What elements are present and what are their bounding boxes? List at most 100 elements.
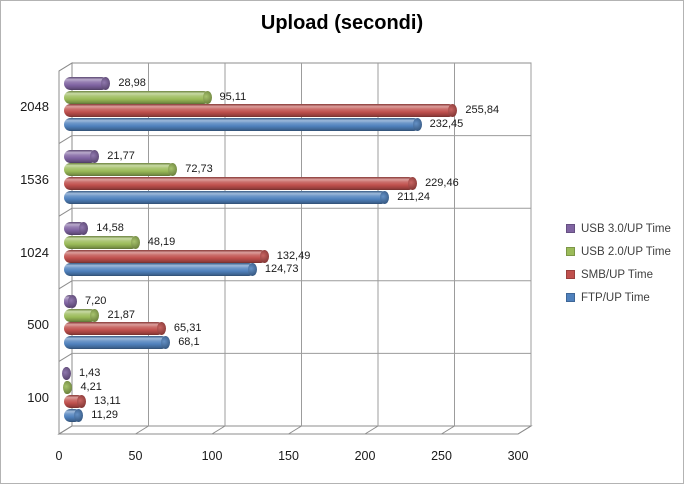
chart-title: Upload (secondi) — [260, 12, 424, 34]
x-tick-label-50: 50 — [128, 449, 143, 463]
bar-value-label: 232,45 — [429, 118, 464, 131]
bar-value-label: 28,98 — [118, 77, 146, 89]
bar-end-cap — [412, 118, 422, 132]
bar-value-label: 14,58 — [96, 222, 124, 235]
bar-end-cap — [408, 177, 418, 190]
category-label-2048: 2048 — [20, 99, 49, 115]
bar-value-label: 132,49 — [276, 249, 311, 262]
bar-value-label: 11,29 — [91, 408, 118, 421]
x-tick-label-100: 100 — [201, 449, 223, 463]
category-label-100: 100 — [27, 389, 49, 405]
legend-item-label: SMB/UP Time — [581, 268, 653, 281]
value-tick — [517, 425, 532, 435]
legend-swatch-icon — [566, 293, 575, 302]
bar-smb-up-time-500 — [64, 322, 166, 336]
category-tick — [58, 62, 73, 72]
bar-ftp-up-time-1024 — [64, 263, 257, 277]
bar-smb-up-time-1024 — [64, 249, 269, 263]
bar-usb-3-0-up-time-1024 — [64, 222, 89, 236]
value-tick — [364, 425, 379, 435]
value-tick — [58, 425, 73, 435]
legend-swatch-icon — [566, 270, 575, 279]
bar-value-label: 4,21 — [80, 381, 102, 394]
value-tick — [441, 425, 455, 435]
legend-item-ftp-up-time: FTP/UP Time — [566, 286, 671, 309]
category-tick — [58, 135, 73, 145]
bar-end-cap — [90, 308, 100, 322]
x-tick-label-250: 250 — [431, 449, 452, 463]
bar-value-label: 68,1 — [178, 335, 200, 348]
bar-value-label: 48,19 — [147, 235, 176, 248]
bar-end-cap — [259, 249, 269, 263]
bar-value-label: 1,43 — [79, 367, 101, 380]
bar-end-cap — [156, 322, 166, 336]
bar-end-cap — [202, 90, 212, 104]
category-label-500: 500 — [27, 317, 49, 333]
bar-end-cap — [77, 394, 87, 408]
legend-swatch-icon — [566, 224, 575, 233]
bar-value-label: 21,77 — [107, 149, 135, 162]
bar-end-cap — [448, 104, 458, 118]
bar-usb-3-0-up-time-100 — [62, 367, 71, 381]
bar-usb-3-0-up-time-1536 — [64, 149, 100, 163]
category-tick — [58, 207, 73, 217]
bar-end-cap — [90, 149, 100, 163]
bar-smb-up-time-100 — [64, 394, 87, 408]
bar-value-label: 229,46 — [425, 177, 459, 189]
bar-ftp-up-time-500 — [64, 335, 171, 349]
bar-end-cap — [161, 335, 171, 349]
bar-end-cap — [247, 263, 257, 277]
bar-usb-3-0-up-time-500 — [64, 294, 78, 308]
bar-end-cap — [74, 408, 84, 422]
bar-smb-up-time-2048 — [64, 104, 458, 118]
bar-end-cap — [63, 381, 73, 395]
bar-value-label: 21,87 — [107, 308, 135, 321]
bar-end-cap — [79, 222, 89, 236]
bar-end-cap — [168, 163, 178, 177]
x-tick-label-300: 300 — [507, 449, 529, 463]
bar-end-cap — [68, 294, 78, 308]
bar-usb-2-0-up-time-500 — [64, 308, 100, 322]
bar-end-cap — [130, 235, 140, 249]
x-tick-label-200: 200 — [354, 449, 376, 463]
bar-usb-2-0-up-time-1536 — [64, 163, 178, 177]
bar-value-label: 72,73 — [185, 163, 213, 176]
legend: USB 3.0/UP Time USB 2.0/UP Time SMB/UP Tim… — [566, 217, 671, 309]
legend-item-smb-up-time: SMB/UP Time — [566, 263, 671, 286]
bar-usb-2-0-up-time-1024 — [64, 235, 140, 249]
bar-ftp-up-time-100 — [64, 408, 84, 422]
legend-item-label: USB 3.0/UP Time — [581, 222, 671, 235]
bar-value-label: 124,73 — [264, 263, 299, 276]
bar-end-cap — [101, 77, 111, 90]
value-tick — [135, 425, 149, 435]
category-label-1536: 1536 — [20, 171, 49, 187]
bar-end-cap — [62, 367, 71, 381]
bar-usb-2-0-up-time-100 — [63, 381, 73, 395]
bar-smb-up-time-1536 — [64, 177, 418, 190]
bar-value-label: 255,84 — [465, 104, 500, 117]
bar-ftp-up-time-2048 — [64, 118, 422, 132]
legend-item-usb-3-0-up-time: USB 3.0/UP Time — [566, 217, 671, 240]
legend-item-label: FTP/UP Time — [581, 291, 650, 304]
bar-value-label: 95,11 — [219, 90, 247, 103]
category-tick — [58, 280, 73, 290]
bar-usb-3-0-up-time-2048 — [64, 77, 111, 90]
bar-end-cap — [380, 190, 390, 204]
category-tick — [58, 352, 73, 362]
x-tick-label-0: 0 — [55, 449, 63, 463]
bar-usb-2-0-up-time-2048 — [64, 90, 212, 104]
bar-value-label: 13,11 — [94, 394, 121, 407]
legend-item-usb-2-0-up-time: USB 2.0/UP Time — [566, 240, 671, 263]
x-tick-label-150: 150 — [278, 449, 299, 463]
value-tick — [211, 425, 226, 435]
value-tick — [288, 425, 302, 435]
legend-swatch-icon — [566, 247, 575, 256]
bar-ftp-up-time-1536 — [64, 190, 390, 204]
bar-value-label: 65,31 — [173, 322, 202, 335]
bar-value-label: 211,24 — [397, 190, 431, 203]
bar-value-label: 7,20 — [85, 294, 107, 307]
legend-item-label: USB 2.0/UP Time — [581, 245, 671, 258]
category-label-1024: 1024 — [20, 244, 49, 260]
